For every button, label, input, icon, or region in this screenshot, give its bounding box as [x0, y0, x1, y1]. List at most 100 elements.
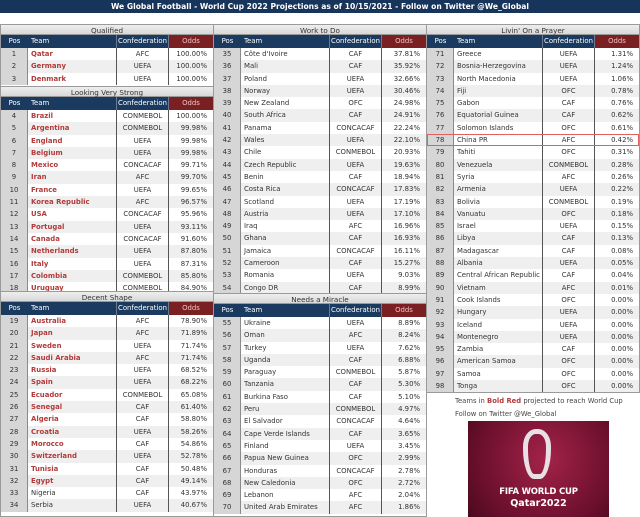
column-header-confederation[interactable]: Confederation — [329, 304, 382, 317]
row-team: Tanzania — [244, 380, 275, 389]
row-confederation: CAF — [542, 269, 595, 282]
column-header-pos[interactable]: Pos — [8, 304, 21, 312]
table-row: 48 Austria UEFA 17.10% — [214, 207, 426, 221]
row-team: England — [31, 136, 63, 145]
column-header-pos[interactable]: Pos — [221, 37, 234, 45]
table-row: 36 Mali CAF 35.92% — [214, 60, 426, 73]
column-header-odds[interactable]: Odds — [382, 304, 426, 317]
column-header-odds[interactable]: Odds — [595, 35, 639, 48]
column-header-confederation[interactable]: Confederation — [542, 35, 595, 48]
row-team: Panama — [244, 123, 272, 132]
row-team: Germany — [31, 62, 66, 71]
column-header-team[interactable]: Team — [31, 37, 50, 45]
column-header-pos[interactable]: Pos — [221, 306, 234, 314]
legend-note: Teams in Bold Red projected to reach Wor… — [455, 395, 623, 408]
table-row: 51 Jamaica CONCACAF 16.11% — [214, 244, 426, 258]
table-row: 32 Egypt CAF 49.14% — [1, 474, 213, 488]
column-header-confederation[interactable]: Confederation — [116, 97, 169, 110]
row-confederation: UEFA — [542, 183, 595, 196]
row-team: Colombia — [31, 271, 68, 280]
row-confederation: UEFA — [329, 341, 382, 354]
row-team: Vietnam — [457, 283, 486, 292]
row-confederation: CONMEBOL — [116, 122, 169, 135]
column-header-pos[interactable]: Pos — [8, 37, 21, 45]
table-row: 13 Portugal UEFA 93.11% — [1, 220, 213, 233]
column-header-confederation[interactable]: Confederation — [329, 35, 382, 48]
row-confederation: CAF — [329, 60, 382, 73]
table-row: 85 Israel UEFA 0.15% — [427, 220, 639, 233]
panel-middle: Work to Do Pos Team Confederation Odds 35 Côte… — [213, 24, 427, 517]
row-team: Albania — [457, 259, 483, 268]
row-pos: 88 — [427, 257, 454, 270]
row-odds: 0.05% — [611, 259, 633, 268]
row-odds: 0.00% — [611, 357, 633, 366]
column-header-odds[interactable]: Odds — [169, 97, 213, 110]
table-row: 73 North Macedonia UEFA 1.06% — [427, 72, 639, 85]
row-pos: 35 — [214, 48, 241, 61]
row-confederation: CONCACAF — [329, 464, 382, 477]
row-team: Canada — [31, 234, 60, 243]
row-pos: 79 — [427, 146, 454, 159]
table-row: 77 Solomon Islands OFC 0.61% — [427, 121, 639, 135]
column-header-team[interactable]: Team — [457, 37, 476, 45]
row-odds: 37.81% — [393, 50, 420, 58]
table-row: 31 Tunisia CAF 50.48% — [1, 462, 213, 475]
table-row: 62 Peru CONMEBOL 4.97% — [214, 403, 426, 416]
row-team: United Arab Emirates — [244, 503, 318, 512]
row-confederation: AFC — [116, 327, 169, 340]
column-header-team[interactable]: Team — [31, 304, 50, 312]
row-team: South Africa — [244, 111, 286, 120]
row-odds: 8.99% — [398, 283, 420, 292]
table-row: 42 Wales UEFA 22.10% — [214, 134, 426, 147]
column-header-confederation[interactable]: Confederation — [116, 35, 169, 48]
column-header-team[interactable]: Team — [31, 99, 50, 107]
row-odds: 0.00% — [611, 345, 633, 354]
row-pos: 76 — [427, 109, 454, 122]
row-odds: 19.63% — [393, 160, 420, 169]
row-odds: 0.00% — [611, 320, 633, 329]
column-header-odds[interactable]: Odds — [382, 35, 426, 48]
row-team: Costa Rica — [244, 185, 281, 194]
column-header-team[interactable]: Team — [244, 37, 263, 45]
table-row: 75 Gabon CAF 0.76% — [427, 97, 639, 110]
table-row: 47 Scotland UEFA 17.19% — [214, 195, 426, 208]
row-confederation: CAF — [329, 257, 382, 270]
row-confederation: OFC — [329, 452, 382, 465]
table-row: 93 Iceland UEFA 0.00% — [427, 318, 639, 331]
row-pos: 54 — [214, 281, 241, 294]
row-pos: 7 — [1, 146, 28, 160]
table-row: 68 New Caledonia OFC 2.72% — [214, 476, 426, 490]
row-odds: 16.96% — [393, 222, 420, 231]
row-team: Ecuador — [31, 390, 63, 399]
row-pos: 22 — [1, 351, 28, 365]
column-header-odds[interactable]: Odds — [169, 302, 213, 315]
row-pos: 1 — [1, 48, 28, 61]
column-header-odds[interactable]: Odds — [169, 35, 213, 48]
row-confederation: AFC — [116, 171, 169, 184]
row-odds: 0.76% — [611, 99, 633, 108]
row-odds: 71.89% — [180, 329, 207, 338]
row-odds: 17.83% — [393, 185, 420, 194]
row-team: Uganda — [244, 355, 271, 364]
row-team: Iran — [31, 173, 47, 182]
row-odds: 78.90% — [180, 317, 207, 325]
row-confederation: UEFA — [542, 220, 595, 233]
table-row: 38 Norway UEFA 30.46% — [214, 84, 426, 98]
row-confederation: AFC — [329, 220, 382, 233]
column-header-pos[interactable]: Pos — [434, 37, 447, 45]
row-team: Egypt — [31, 476, 54, 485]
row-confederation: CAF — [329, 427, 382, 440]
row-team: El Salvador — [244, 417, 283, 426]
row-odds: 1.31% — [611, 50, 633, 58]
row-pos: 12 — [1, 208, 28, 221]
row-pos: 97 — [427, 367, 454, 381]
world-cup-logo: FIFA WORLD CUP Qatar2022 — [468, 421, 609, 517]
section-title: Needs a Miracle — [214, 293, 426, 304]
row-confederation: CAF — [116, 462, 169, 475]
row-pos: 27 — [1, 413, 28, 426]
table-row: 25 Ecuador CONMEBOL 65.08% — [1, 388, 213, 402]
column-header-pos[interactable]: Pos — [8, 99, 21, 107]
column-header-team[interactable]: Team — [244, 306, 263, 314]
row-pos: 47 — [214, 195, 241, 208]
column-header-confederation[interactable]: Confederation — [116, 302, 169, 315]
